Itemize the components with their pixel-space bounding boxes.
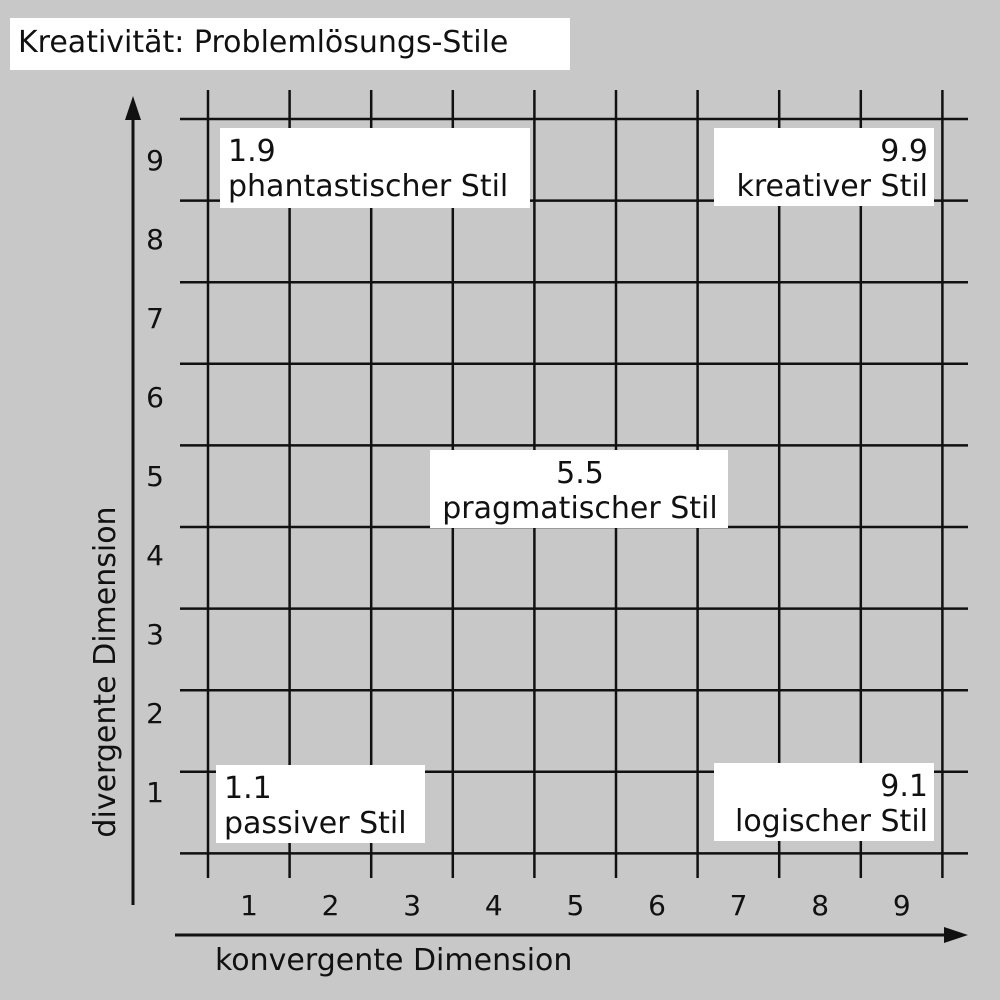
y-tick-label: 5 — [146, 460, 164, 493]
box — [220, 128, 530, 208]
y-tick-label: 3 — [146, 618, 164, 651]
title: Kreativität: Problemlösungs-Stile — [18, 25, 508, 60]
x-tick-label: 8 — [811, 889, 829, 922]
box — [430, 450, 728, 528]
x-arrow — [944, 927, 968, 943]
y-axis-label: divergente Dimension — [88, 506, 123, 837]
box — [714, 763, 934, 841]
style-code: 1.1 — [224, 771, 272, 806]
style-code: 9.1 — [880, 769, 928, 804]
x-tick-label: 2 — [322, 889, 340, 922]
box — [216, 765, 425, 843]
style-label: pragmatischer Stil — [442, 491, 717, 526]
x-tick-label: 7 — [730, 889, 748, 922]
y-tick-label: 6 — [146, 381, 164, 414]
y-tick-label: 1 — [146, 776, 164, 809]
y-tick-label: 9 — [146, 144, 164, 177]
x-axis-label: konvergente Dimension — [215, 943, 572, 978]
x-tick-label: 4 — [485, 889, 503, 922]
y-tick-label: 2 — [146, 697, 164, 730]
x-tick-label: 5 — [566, 889, 584, 922]
style-label: kreativer Stil — [736, 169, 928, 204]
x-tick-label: 6 — [648, 889, 666, 922]
style-label: passiver Stil — [224, 806, 407, 841]
style-code: 5.5 — [556, 456, 604, 491]
style-code: 9.9 — [880, 134, 928, 169]
x-tick-label: 9 — [893, 889, 911, 922]
box — [714, 128, 934, 206]
style-code: 1.9 — [228, 134, 276, 169]
style-label: logischer Stil — [735, 804, 928, 839]
y-tick-label: 8 — [146, 223, 164, 256]
y-arrow — [125, 96, 141, 120]
y-tick-label: 7 — [146, 302, 164, 335]
y-tick-label: 4 — [146, 539, 164, 572]
style-label: phantastischer Stil — [228, 169, 508, 204]
x-tick-label: 3 — [403, 889, 421, 922]
x-tick-label: 1 — [240, 889, 258, 922]
title-box — [10, 18, 570, 70]
